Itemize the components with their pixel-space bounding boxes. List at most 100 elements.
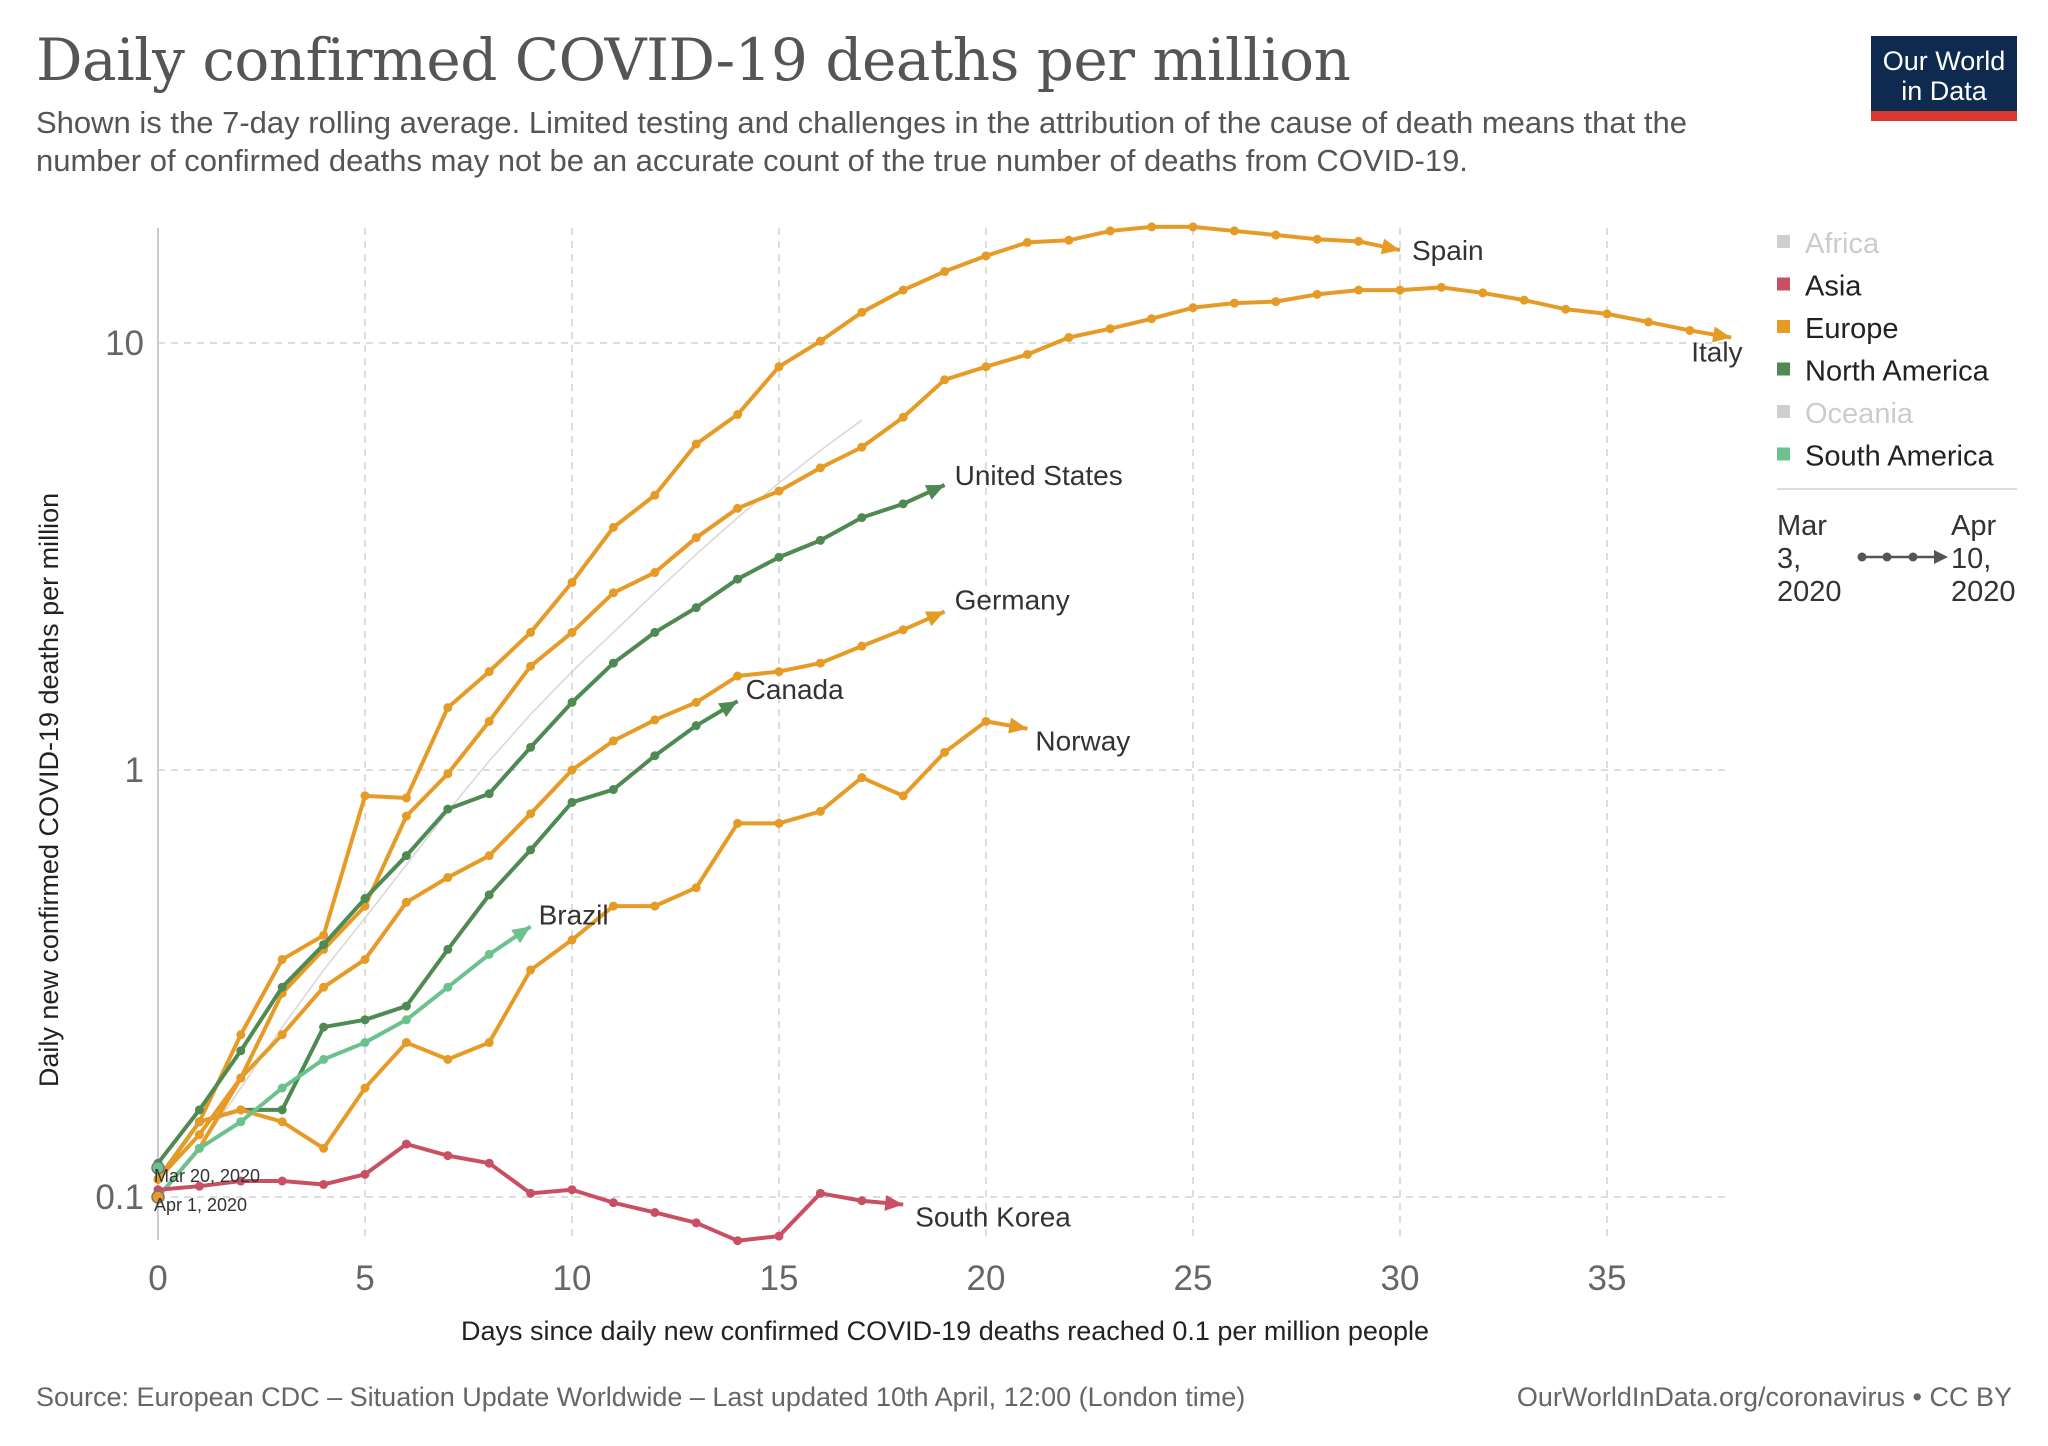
start-annotation: Apr 1, 2020: [154, 1195, 247, 1215]
data-point: [815, 658, 825, 668]
data-point: [401, 851, 411, 861]
data-point: [981, 362, 991, 372]
data-point: [443, 703, 453, 713]
series-line-italy: [156, 285, 1732, 1199]
data-point: [1229, 226, 1239, 236]
data-point: [1312, 289, 1322, 299]
source-url[interactable]: OurWorldInData.org/coronavirus • CC BY: [1516, 1382, 2012, 1412]
background-series-line: [157, 419, 863, 1198]
legend-swatch: [1777, 447, 1790, 461]
data-point: [857, 773, 867, 783]
series-end-arrow: [1380, 238, 1400, 255]
series-line-brazil: [156, 924, 532, 1199]
data-point: [319, 1179, 329, 1189]
data-point: [1147, 314, 1157, 324]
data-point: [319, 1022, 329, 1032]
legend-label: South America: [1805, 441, 1994, 473]
data-point: [236, 1073, 246, 1083]
legend-swatch: [1777, 235, 1790, 248]
timeline-dot: [1908, 552, 1918, 562]
data-point: [319, 940, 329, 950]
owid-logo[interactable]: Our World in Data: [1871, 36, 2017, 121]
data-point: [526, 809, 536, 819]
timeline-dot: [1882, 552, 1892, 562]
data-point: [1022, 237, 1032, 247]
data-point: [857, 307, 867, 317]
data-point: [484, 716, 494, 726]
data-point: [1395, 285, 1405, 295]
data-point: [1519, 295, 1529, 305]
data-point: [277, 954, 287, 964]
y-tick-label: 10: [105, 324, 144, 363]
logo-line-2: in Data: [1901, 76, 1987, 106]
data-point: [319, 1143, 329, 1153]
data-point: [691, 603, 701, 613]
data-point: [194, 1143, 204, 1153]
data-point: [650, 901, 660, 911]
data-point: [360, 1015, 370, 1025]
data-point: [360, 1169, 370, 1179]
data-point: [567, 627, 577, 637]
data-point: [1105, 324, 1115, 334]
legend-label: North America: [1805, 356, 1990, 388]
x-tick-label: 0: [148, 1259, 167, 1298]
y-tick-label: 1: [125, 751, 144, 790]
data-point: [360, 954, 370, 964]
legend-label: Europe: [1805, 313, 1899, 345]
data-point: [153, 1174, 163, 1184]
series-label: Norway: [1035, 726, 1130, 757]
data-point: [815, 1188, 825, 1198]
series-label: Spain: [1412, 235, 1484, 266]
data-point: [857, 513, 867, 523]
data-point: [940, 375, 950, 385]
data-point: [898, 412, 908, 422]
data-point: [443, 804, 453, 814]
data-point: [774, 818, 784, 828]
data-point: [236, 1046, 246, 1056]
data-point: [526, 845, 536, 855]
data-point: [691, 721, 701, 731]
legend-label: Asia: [1805, 271, 1862, 303]
data-point: [898, 499, 908, 509]
data-point: [1188, 222, 1198, 232]
x-tick-label: 35: [1588, 1259, 1627, 1298]
data-point: [360, 894, 370, 904]
series-end-arrow: [1712, 326, 1732, 343]
background-series-layer: [157, 419, 863, 1198]
data-point: [484, 667, 494, 677]
y-axis-title: Daily new confirmed COVID-19 deaths per …: [34, 493, 64, 1087]
source-note: Source: European CDC – Situation Update …: [36, 1382, 1246, 1412]
series-line-united-states: [156, 483, 946, 1165]
axis-layer: 0 5 10 15 20 25 30 35 0.1 1 10 Days since daily new…: [34, 324, 1626, 1346]
timeline-start-label: Mar 3, 2020: [1777, 510, 1842, 608]
data-point: [194, 1130, 204, 1140]
data-point: [733, 1236, 743, 1246]
series-label: United States: [955, 460, 1123, 491]
data-point: [857, 442, 867, 452]
data-point: [567, 797, 577, 807]
data-point: [733, 574, 743, 584]
data-point: [484, 949, 494, 959]
data-point: [484, 789, 494, 799]
data-point: [1354, 236, 1364, 246]
data-point: [981, 251, 991, 261]
start-marker: [151, 1161, 165, 1175]
data-point: [608, 901, 618, 911]
legend-swatch: [1777, 277, 1790, 291]
data-point: [774, 667, 784, 677]
page-subtitle: Shown is the 7-day rolling average. Limi…: [36, 105, 1687, 178]
data-point: [484, 1158, 494, 1168]
x-tick-label: 10: [553, 1259, 592, 1298]
series-end-arrow: [884, 1194, 904, 1211]
data-point: [608, 1198, 618, 1208]
data-point: [815, 806, 825, 816]
data-point: [691, 439, 701, 449]
data-point: [401, 811, 411, 821]
data-point: [443, 944, 453, 954]
x-tick-label: 5: [355, 1259, 374, 1298]
data-point: [650, 627, 660, 637]
data-point: [1561, 304, 1571, 314]
data-point: [484, 1038, 494, 1048]
series-end-arrow: [924, 484, 945, 500]
